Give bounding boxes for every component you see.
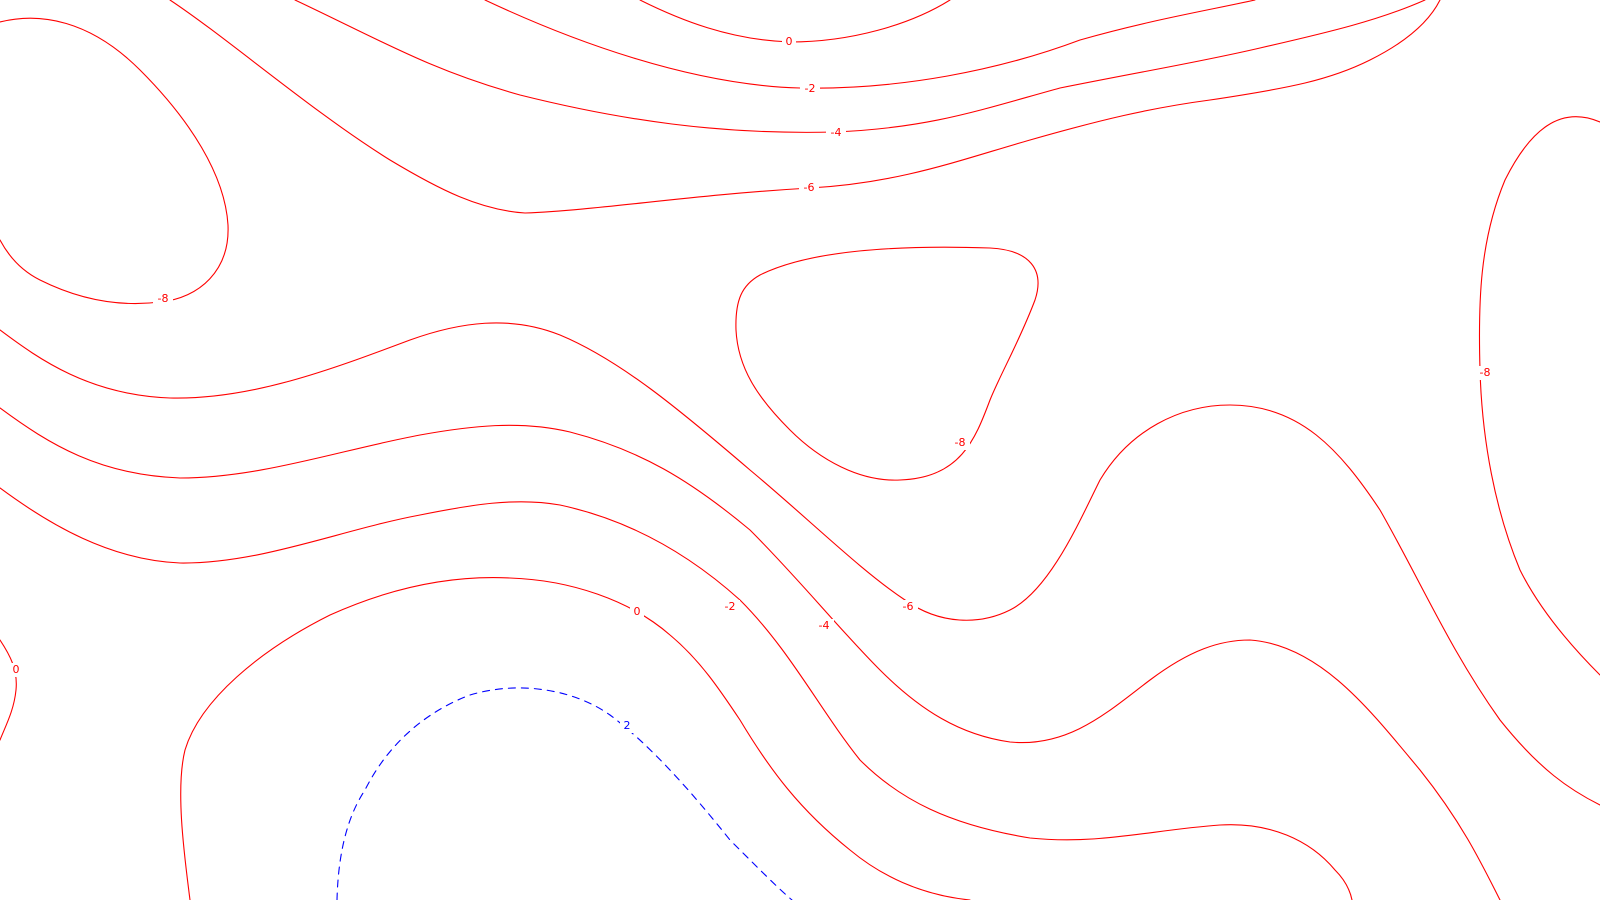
label-top-minus2: -2 xyxy=(800,82,820,96)
label-blue-2-text: 2 xyxy=(624,719,631,732)
label-top-0: 0 xyxy=(782,35,796,49)
label-mid-0-text: 0 xyxy=(634,605,641,618)
contour-line-mid-0 xyxy=(180,577,971,900)
contour-line-right-minus8 xyxy=(1478,116,1600,676)
label-left-0-text: 0 xyxy=(13,663,20,676)
label-left-minus8: -8 xyxy=(153,292,173,306)
label-right-minus8: -8 xyxy=(1475,366,1495,380)
contour-line-blue-2 xyxy=(336,687,793,900)
contour-line-mid-minus6 xyxy=(0,322,1600,806)
label-blue-2: 2 xyxy=(620,719,634,733)
label-mid-minus2-text: -2 xyxy=(725,600,736,613)
contour-line-center-minus8 xyxy=(735,246,1039,481)
label-mid-minus6: -6 xyxy=(898,600,918,614)
label-top-minus6: -6 xyxy=(799,181,819,195)
label-left-minus8-text: -8 xyxy=(158,292,169,305)
label-center-minus8-text: -8 xyxy=(955,436,966,449)
label-mid-minus4: -4 xyxy=(814,619,834,633)
label-top-0-text: 0 xyxy=(786,35,793,48)
label-top-minus4-text: -4 xyxy=(831,126,842,139)
label-mid-minus6-text: -6 xyxy=(903,600,914,613)
label-right-minus8-text: -8 xyxy=(1480,366,1491,379)
contour-line-top-minus6 xyxy=(169,0,1441,214)
label-left-0: 0 xyxy=(9,663,23,677)
label-top-minus6-text: -6 xyxy=(804,181,815,194)
contour-line-top-minus4 xyxy=(294,0,1426,133)
contour-line-top-minus2 xyxy=(484,0,1256,89)
label-center-minus8: -8 xyxy=(950,436,970,450)
contour-line-mid-minus4 xyxy=(0,407,1501,900)
label-top-minus2-text: -2 xyxy=(805,82,816,95)
label-mid-0: 0 xyxy=(630,605,644,619)
contour-labels: 0 -2 -4 -6 -8 -8 -8 -6 xyxy=(9,35,1495,733)
label-mid-minus4-text: -4 xyxy=(819,619,830,632)
label-mid-minus2: -2 xyxy=(720,600,740,614)
contour-line-left-minus8 xyxy=(0,17,229,305)
label-top-minus4: -4 xyxy=(826,126,846,140)
contour-line-left-0 xyxy=(0,639,17,741)
contour-line-mid-minus2 xyxy=(0,487,1353,900)
